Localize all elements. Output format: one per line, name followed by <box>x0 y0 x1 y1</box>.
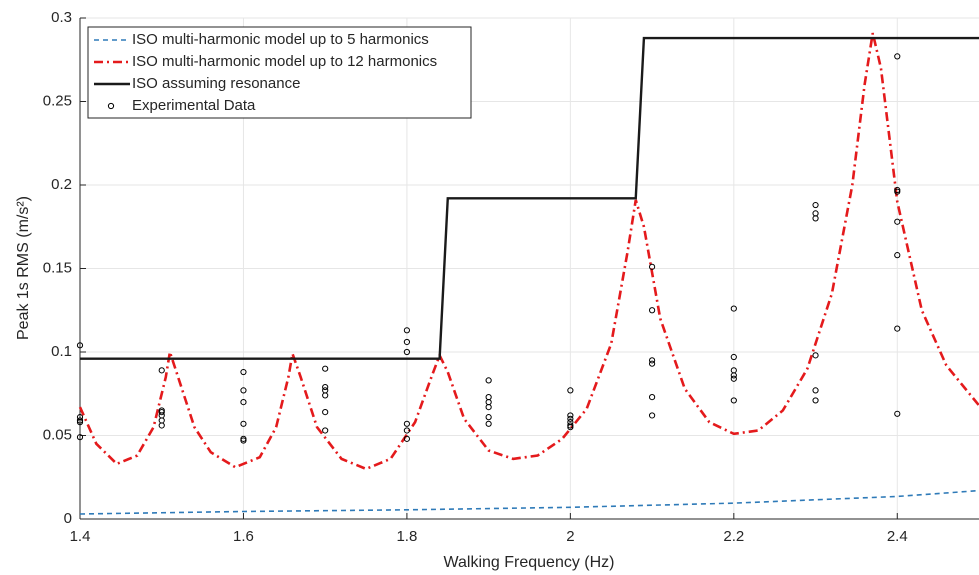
data-point <box>648 307 656 314</box>
data-point <box>76 434 84 441</box>
data-point <box>730 305 737 312</box>
data-point <box>322 427 329 434</box>
data-point <box>812 215 819 222</box>
data-point <box>76 342 84 349</box>
data-point <box>812 201 819 209</box>
legend-box <box>87 26 472 119</box>
data-point <box>485 377 492 384</box>
legend-label: ISO multi-harmonic model up to 12 harmon… <box>132 53 437 70</box>
y-axis-label: Peak 1s RMS (m/s²) <box>15 196 32 340</box>
data-point <box>322 383 329 391</box>
data-point <box>403 338 411 346</box>
data-point <box>567 424 574 431</box>
data-point <box>485 393 492 401</box>
data-point <box>812 210 819 217</box>
data-point <box>812 352 819 359</box>
data-point <box>730 372 737 379</box>
data-point <box>76 419 84 426</box>
data-point <box>894 410 901 417</box>
y-tick-label: 0 <box>64 510 72 527</box>
data-point <box>158 412 165 419</box>
data-point <box>485 399 492 406</box>
x-tick-label: 2.4 <box>887 528 908 545</box>
y-tick-label: 0.2 <box>51 176 72 193</box>
data-point <box>730 397 737 404</box>
data-point <box>485 404 492 411</box>
series-line <box>79 489 979 515</box>
y-tick-label: 0.15 <box>43 259 72 276</box>
data-point <box>485 414 492 421</box>
data-point <box>403 348 411 356</box>
data-point <box>567 412 574 419</box>
data-point <box>894 252 901 259</box>
data-point <box>894 188 901 195</box>
data-point <box>322 409 329 416</box>
data-point <box>403 420 411 427</box>
data-point <box>648 357 656 364</box>
data-point <box>485 420 492 427</box>
data-point <box>240 399 247 406</box>
series-line <box>78 32 979 471</box>
y-tick-label: 0.25 <box>43 92 72 109</box>
data-point <box>648 263 656 270</box>
data-point <box>158 367 165 374</box>
legend-label: ISO assuming resonance <box>132 75 300 92</box>
legend-label: Experimental Data <box>132 97 256 114</box>
y-tick-label: 0.05 <box>43 426 72 443</box>
x-tick-label: 1.8 <box>396 528 417 545</box>
data-point <box>812 387 819 394</box>
x-tick-label: 2 <box>566 528 574 545</box>
data-point <box>403 427 411 434</box>
data-point <box>730 353 737 361</box>
data-point <box>322 392 329 399</box>
data-point <box>158 422 165 429</box>
series-line <box>80 36 979 360</box>
data-point <box>894 325 901 332</box>
legend-marker <box>107 102 115 110</box>
x-tick-label: 2.2 <box>723 528 744 545</box>
data-point <box>567 415 574 422</box>
x-tick-label: 1.6 <box>233 528 254 545</box>
data-point <box>812 397 819 404</box>
y-tick-label: 0.3 <box>51 9 72 26</box>
x-axis-label: Walking Frequency (Hz) <box>443 554 614 571</box>
data-point <box>730 375 737 382</box>
data-point <box>240 437 247 444</box>
data-point <box>648 393 656 401</box>
data-point <box>648 360 656 367</box>
data-point <box>894 218 901 225</box>
data-point <box>240 420 247 427</box>
data-point <box>240 387 247 394</box>
data-point <box>322 387 329 394</box>
data-point <box>648 412 656 419</box>
x-tick-label: 1.4 <box>70 528 91 545</box>
data-point <box>403 435 411 442</box>
data-point <box>158 417 165 424</box>
data-point <box>894 53 901 60</box>
data-point <box>158 409 165 416</box>
data-point <box>240 368 247 376</box>
data-point <box>403 327 411 334</box>
y-tick-label: 0.1 <box>51 343 72 360</box>
data-point <box>567 387 574 394</box>
legend-label: ISO multi-harmonic model up to 5 harmoni… <box>132 31 429 48</box>
data-point <box>322 365 329 372</box>
